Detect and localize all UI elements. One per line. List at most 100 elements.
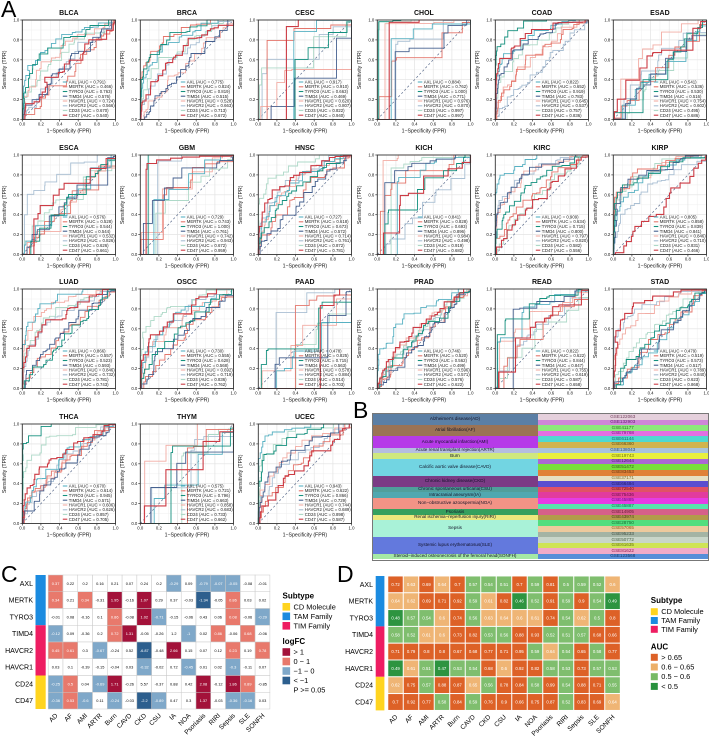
svg-text:0.8: 0.8 bbox=[368, 37, 375, 42]
svg-text:2.08: 2.08 bbox=[200, 681, 208, 686]
svg-text:MERTK (AUC = 0.618): MERTK (AUC = 0.618) bbox=[305, 219, 349, 224]
svg-text:0.49: 0.49 bbox=[608, 599, 617, 604]
svg-text:0.54: 0.54 bbox=[484, 582, 493, 587]
svg-text:0.59: 0.59 bbox=[577, 582, 586, 587]
svg-text:Sensitivity (TPR): Sensitivity (TPR) bbox=[238, 50, 244, 89]
svg-text:-0.06: -0.06 bbox=[229, 631, 238, 636]
svg-text:TYRO3 (AUC = 0.844): TYRO3 (AUC = 0.844) bbox=[541, 358, 585, 363]
svg-text:0.4: 0.4 bbox=[293, 122, 300, 127]
svg-text:MERTK (AUC = 0.519): MERTK (AUC = 0.519) bbox=[660, 353, 704, 358]
svg-text:0.2: 0.2 bbox=[629, 390, 636, 395]
svg-text:0.6: 0.6 bbox=[486, 57, 493, 62]
svg-text:0.7: 0.7 bbox=[393, 700, 400, 705]
svg-text:MERTK (AUC = 0.858): MERTK (AUC = 0.858) bbox=[660, 219, 704, 224]
svg-text:0.4: 0.4 bbox=[293, 526, 300, 531]
svg-text:CESC: CESC bbox=[295, 10, 314, 17]
svg-text:Sensitivity (TPR): Sensitivity (TPR) bbox=[120, 454, 126, 493]
svg-text:0.2: 0.2 bbox=[274, 257, 281, 262]
svg-text:0.01: 0.01 bbox=[200, 665, 208, 670]
svg-text:-0.31: -0.31 bbox=[95, 598, 104, 603]
svg-text:1−Specificity (FPR): 1−Specificity (FPR) bbox=[519, 264, 564, 270]
svg-text:0.09: 0.09 bbox=[185, 581, 193, 586]
svg-text:0.0: 0.0 bbox=[137, 390, 144, 395]
svg-text:MERTK (AUC = 0.825): MERTK (AUC = 0.825) bbox=[305, 353, 349, 358]
svg-text:LUAD: LUAD bbox=[59, 279, 78, 286]
svg-text:0.2: 0.2 bbox=[132, 232, 139, 237]
svg-text:0.6: 0.6 bbox=[193, 526, 200, 531]
svg-text:TIMD4 (AUC = 0.517): TIMD4 (AUC = 0.517) bbox=[660, 362, 702, 367]
svg-text:TIMD4 (AUC = 0.896): TIMD4 (AUC = 0.896) bbox=[423, 229, 465, 234]
svg-text:0.88: 0.88 bbox=[438, 683, 447, 688]
svg-text:-6.87: -6.87 bbox=[140, 648, 149, 653]
svg-text:-0.29: -0.29 bbox=[169, 581, 178, 586]
svg-text:-0.24: -0.24 bbox=[110, 698, 120, 703]
svg-text:UCEC: UCEC bbox=[295, 414, 315, 421]
svg-text:0.8: 0.8 bbox=[94, 526, 101, 531]
svg-text:0.54: 0.54 bbox=[469, 666, 478, 671]
svg-text:Sensitivity (TPR): Sensitivity (TPR) bbox=[120, 185, 126, 224]
svg-text:0.2: 0.2 bbox=[486, 366, 493, 371]
svg-text:-0.08: -0.08 bbox=[243, 581, 252, 586]
svg-text:0.4: 0.4 bbox=[647, 390, 654, 395]
svg-text:0.6: 0.6 bbox=[75, 390, 82, 395]
svg-text:0.59: 0.59 bbox=[531, 582, 540, 587]
svg-text:0.53: 0.53 bbox=[453, 666, 462, 671]
svg-text:0.46: 0.46 bbox=[515, 599, 524, 604]
svg-text:0.83: 0.83 bbox=[577, 700, 586, 705]
svg-text:TYRO3 (AUC = 0.693): TYRO3 (AUC = 0.693) bbox=[423, 224, 467, 229]
svg-text:0.4: 0.4 bbox=[13, 212, 20, 217]
svg-text:0.6: 0.6 bbox=[610, 582, 617, 587]
svg-text:0.0: 0.0 bbox=[368, 117, 375, 122]
svg-text:HAVCR1 (AUC = 0.528): HAVCR1 (AUC = 0.528) bbox=[187, 99, 233, 104]
svg-text:Sensitivity (TPR): Sensitivity (TPR) bbox=[474, 185, 480, 224]
svg-text:BLCA: BLCA bbox=[59, 10, 78, 17]
svg-text:Sensitivity (TPR): Sensitivity (TPR) bbox=[593, 50, 599, 89]
svg-text:0.59: 0.59 bbox=[562, 599, 571, 604]
svg-text:0.4: 0.4 bbox=[250, 346, 257, 351]
svg-text:Sensitivity (TPR): Sensitivity (TPR) bbox=[356, 185, 362, 224]
svg-text:-0.15: -0.15 bbox=[95, 665, 104, 670]
svg-text:TIMD4 (AUC = 0.576): TIMD4 (AUC = 0.576) bbox=[69, 94, 111, 99]
svg-text:MERTK (AUC = 0.652): MERTK (AUC = 0.652) bbox=[541, 84, 585, 89]
svg-text:TIMD4 (AUC = 0.663): TIMD4 (AUC = 0.663) bbox=[187, 498, 229, 503]
svg-text:AXL (AUC = 0.730): AXL (AUC = 0.730) bbox=[187, 348, 224, 353]
svg-text:0.8: 0.8 bbox=[330, 257, 337, 262]
svg-text:1.95: 1.95 bbox=[111, 598, 119, 603]
svg-text:0.8: 0.8 bbox=[685, 390, 692, 395]
svg-text:0.63: 0.63 bbox=[484, 616, 493, 621]
svg-text:0.56: 0.56 bbox=[500, 632, 509, 637]
svg-text:Subtype: Subtype bbox=[283, 592, 315, 601]
svg-text:0.0: 0.0 bbox=[610, 390, 617, 395]
svg-text:MERTK (AUC = 0.622): MERTK (AUC = 0.622) bbox=[541, 353, 585, 358]
svg-text:0.8: 0.8 bbox=[13, 306, 20, 311]
svg-text:AXL (AUC = 0.670): AXL (AUC = 0.670) bbox=[69, 484, 106, 489]
svg-text:0.8: 0.8 bbox=[330, 526, 337, 531]
svg-text:OSCC: OSCC bbox=[177, 279, 197, 286]
svg-text:1.0: 1.0 bbox=[250, 422, 257, 427]
svg-text:0.6 − 0.65: 0.6 − 0.65 bbox=[661, 663, 694, 672]
svg-text:0.2: 0.2 bbox=[156, 122, 163, 127]
svg-text:0.71: 0.71 bbox=[593, 683, 602, 688]
svg-text:0.2: 0.2 bbox=[38, 257, 45, 262]
svg-text:0.59: 0.59 bbox=[469, 599, 478, 604]
svg-text:TYRO3 (AUC = 0.819): TYRO3 (AUC = 0.819) bbox=[187, 89, 231, 94]
svg-text:0.4: 0.4 bbox=[529, 122, 536, 127]
svg-text:Sensitivity (TPR): Sensitivity (TPR) bbox=[238, 319, 244, 358]
svg-text:0.4: 0.4 bbox=[368, 212, 375, 217]
svg-text:0.0: 0.0 bbox=[604, 252, 611, 257]
svg-text:0.93: 0.93 bbox=[531, 632, 540, 637]
svg-text:TYRO3 (AUC = 0.715): TYRO3 (AUC = 0.715) bbox=[305, 358, 349, 363]
svg-text:0.2: 0.2 bbox=[250, 97, 257, 102]
svg-text:1.0: 1.0 bbox=[113, 390, 119, 395]
svg-text:TYRO3 (AUC = 0.530): TYRO3 (AUC = 0.530) bbox=[660, 89, 704, 94]
svg-text:0.68: 0.68 bbox=[593, 632, 602, 637]
svg-text:1−Specificity (FPR): 1−Specificity (FPR) bbox=[283, 129, 328, 135]
svg-text:HAVCR2: HAVCR2 bbox=[345, 649, 373, 656]
svg-text:0.6: 0.6 bbox=[368, 326, 375, 331]
svg-text:0.6: 0.6 bbox=[132, 461, 139, 466]
svg-text:0.8: 0.8 bbox=[132, 441, 139, 446]
svg-text:-1.34: -1.34 bbox=[199, 598, 209, 603]
svg-text:CD47 (AUC = 0.705): CD47 (AUC = 0.705) bbox=[69, 517, 109, 522]
svg-text:0.57: 0.57 bbox=[577, 632, 586, 637]
svg-text:-0.06: -0.06 bbox=[243, 614, 252, 619]
